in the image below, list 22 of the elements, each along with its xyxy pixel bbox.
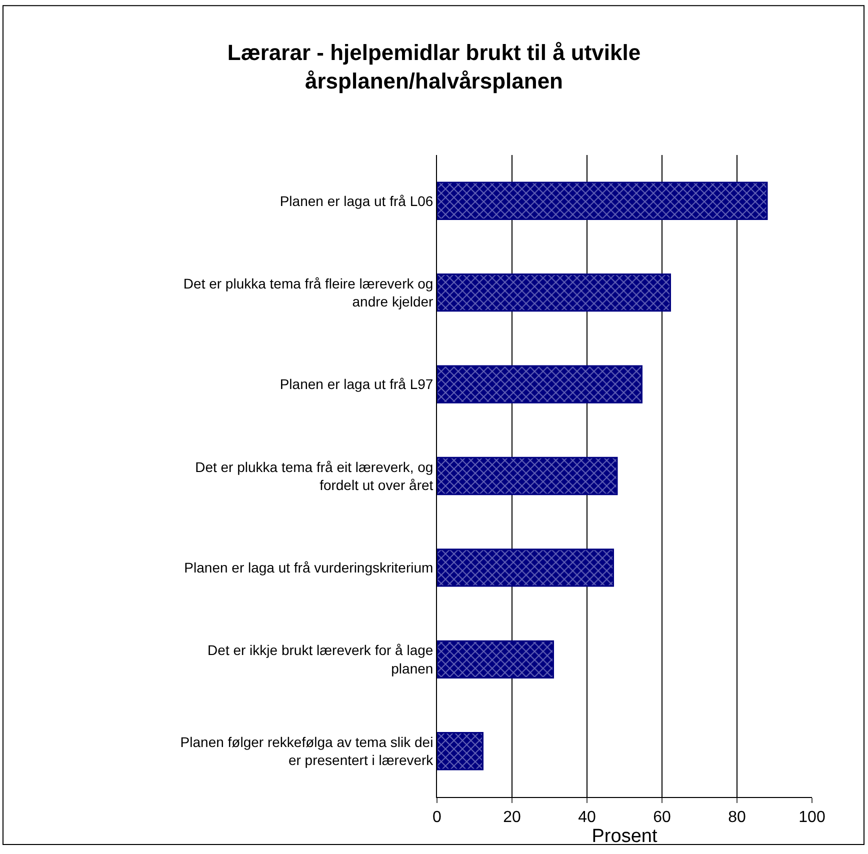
x-tick-label: 20 [503, 809, 521, 826]
x-tick-label: 40 [578, 809, 596, 826]
bar [437, 732, 484, 770]
x-tick-label: 100 [798, 809, 826, 826]
bar [437, 456, 618, 496]
y-tick-label: Planen er laga ut frå vurderingskriterium [184, 560, 434, 576]
y-tick-label: Planen er laga ut frå L97 [280, 376, 434, 392]
y-tick-label: Det er ikkje brukt læreverk for å lage planen [208, 642, 434, 676]
y-tick-label: Planen er laga ut frå L06 [280, 192, 434, 209]
bar [437, 548, 614, 587]
chart-title: Lærarar - hjelpemidlar brukt til å utvikle årsplanen/halvårsplanen [227, 40, 641, 94]
bar [437, 640, 554, 679]
x-axis-title: Prosent [592, 826, 658, 848]
y-tick-label: Det er plukka tema frå eit læreverk, og fordelt ut over året [195, 458, 434, 493]
bar [437, 182, 768, 220]
bar [437, 273, 671, 312]
x-tick-label: 0 [432, 809, 442, 826]
bar [437, 365, 642, 404]
x-tick-label: 80 [728, 809, 746, 826]
y-tick-label: Det er plukka tema frå fleire læreverk og andre kjelder [183, 275, 434, 310]
y-tick-label: Planen følger rekkefølga av tema slik dei er presentert i læreverk [180, 734, 434, 768]
x-tick-label: 60 [653, 809, 671, 826]
